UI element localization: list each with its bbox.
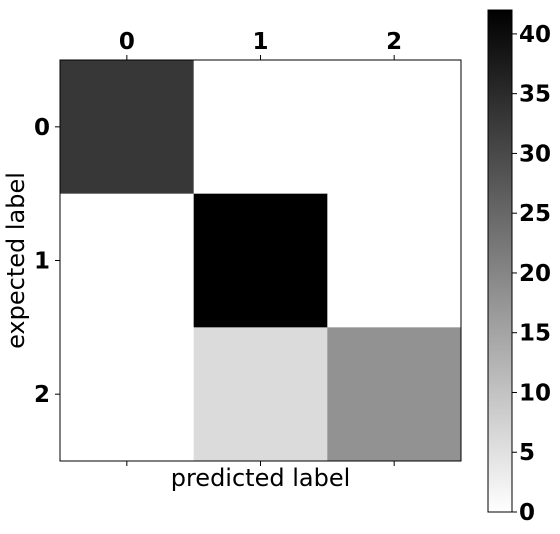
colorbar-tick-label: 40 <box>519 22 551 48</box>
heatmap-cells <box>60 60 462 462</box>
heatmap-cell-1-2 <box>327 193 462 328</box>
heatmap-cell-0-0 <box>60 60 195 195</box>
x-axis-label: predicted label <box>171 464 351 492</box>
x-tick-group: 0 1 2 <box>119 29 402 466</box>
colorbar-tick-label: 20 <box>519 261 551 287</box>
heatmap-cell-2-0 <box>60 327 195 462</box>
y-tick-group: 0 1 2 <box>34 115 60 408</box>
colorbar-tick-label: 10 <box>519 380 551 406</box>
colorbar-tick-label: 35 <box>519 82 551 108</box>
colorbar <box>487 9 513 513</box>
colorbar-tick-group: 0 5 10 15 20 25 30 35 40 <box>512 22 551 526</box>
plot-frame <box>59 59 462 462</box>
heatmap-cell-2-2 <box>327 327 462 462</box>
heatmap-cell-1-1 <box>193 193 328 328</box>
colorbar-tick-label: 0 <box>519 500 535 526</box>
colorbar-tick-label: 25 <box>519 201 551 227</box>
x-tick-label: 1 <box>252 29 268 55</box>
heatmap-cell-0-1 <box>193 60 328 195</box>
heatmap-cell-2-1 <box>193 327 328 462</box>
colorbar-tick-label: 5 <box>519 440 535 466</box>
colorbar-tick-label: 15 <box>519 321 551 347</box>
y-tick-label: 2 <box>34 382 50 408</box>
heatmap-cell-0-2 <box>327 60 462 195</box>
colorbar-tick-label: 30 <box>519 141 551 167</box>
x-tick-label: 2 <box>386 29 402 55</box>
x-tick-label: 0 <box>119 29 135 55</box>
heatmap-cell-1-0 <box>60 193 195 328</box>
y-tick-label: 1 <box>34 249 50 275</box>
y-tick-label: 0 <box>34 115 50 141</box>
y-axis-label: expected label <box>2 172 30 349</box>
